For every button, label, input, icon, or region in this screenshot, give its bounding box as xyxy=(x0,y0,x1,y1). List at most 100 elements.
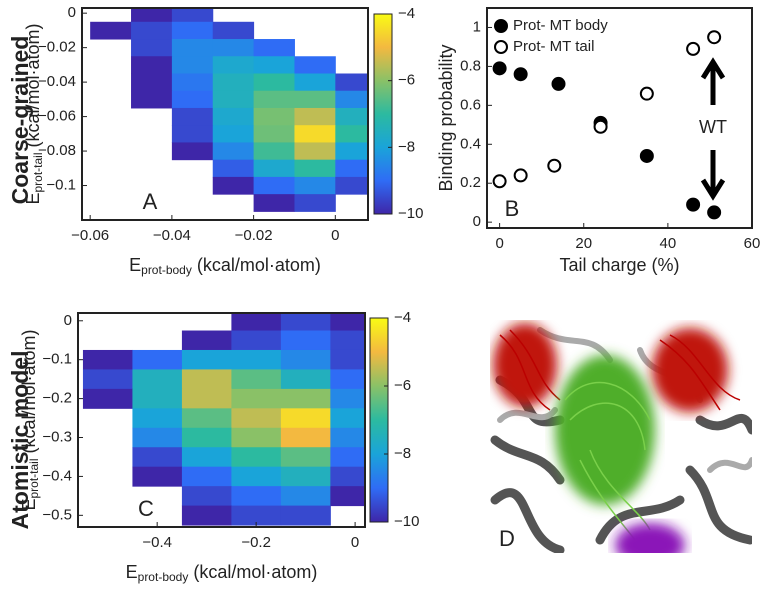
contour-cell xyxy=(335,107,368,126)
contour-cell xyxy=(231,486,282,507)
contour-cell xyxy=(131,8,173,23)
contour-cell xyxy=(132,466,183,487)
y-tick-label: 0.4 xyxy=(460,135,481,152)
colorbar xyxy=(373,13,393,215)
contour-cell xyxy=(212,125,255,143)
scatter-point xyxy=(639,86,654,101)
y-tick-label: −0.04 xyxy=(38,73,76,90)
contour-cell xyxy=(212,90,255,109)
contour-cell xyxy=(212,176,255,195)
contour-cell xyxy=(171,142,214,161)
label-subscript: prot-tail xyxy=(31,152,45,192)
label-symbol: E xyxy=(23,193,43,205)
label-symbol: E xyxy=(126,562,138,582)
scatter-point xyxy=(492,61,507,76)
contour-cell xyxy=(171,73,214,92)
contour-cell xyxy=(181,408,232,429)
contour-cell xyxy=(330,486,365,507)
y-tick-label: −0.1 xyxy=(46,176,76,193)
contour-cell xyxy=(131,73,173,92)
y-tick-label: −0.4 xyxy=(42,467,72,484)
plot-frame xyxy=(77,312,366,528)
x-axis-label: Eprot-body (kcal/mol·atom) xyxy=(129,255,321,277)
scatter-point xyxy=(547,158,562,173)
y-axis-label: Eprot-tail (kcal/mol·atom) xyxy=(19,329,41,510)
label-symbol: E xyxy=(19,499,39,511)
contour-cell xyxy=(253,56,295,74)
legend-label: Prot- MT tail xyxy=(513,38,594,55)
y-tick-label: 0.8 xyxy=(460,57,481,74)
heatmap xyxy=(82,313,365,526)
contour-cell xyxy=(171,125,214,143)
colorbar-tick-label: −10 xyxy=(398,205,423,222)
label-unit: (kcal/mol·atom) xyxy=(188,562,317,582)
contour-cell xyxy=(231,369,282,390)
contour-cell xyxy=(330,330,365,351)
x-tick-label: 20 xyxy=(575,235,592,252)
contour-cell xyxy=(335,159,368,178)
x-tick-label: 0 xyxy=(331,227,339,244)
scatter-point xyxy=(686,197,701,212)
row-label: Atomistic model xyxy=(7,351,33,530)
label-unit: (kcal/mol·atom) xyxy=(192,255,321,275)
colorbar-tick-label: −6 xyxy=(398,72,415,89)
label-subscript: prot-body xyxy=(138,570,189,584)
contour-cell xyxy=(330,447,365,468)
x-axis-label: Eprot-body (kcal/mol·atom) xyxy=(126,562,318,584)
contour-cell xyxy=(231,466,282,487)
contour-cell xyxy=(212,21,255,40)
heatmap xyxy=(90,8,368,212)
contour-cell xyxy=(181,369,232,390)
contour-cell xyxy=(330,369,365,390)
contour-cell xyxy=(231,505,282,526)
plot-frame xyxy=(486,7,753,229)
contour-cell xyxy=(330,313,365,332)
x-tick-label: 0 xyxy=(495,235,503,252)
legend-label: Prot- MT body xyxy=(513,17,608,34)
row-label: Coarse-grained xyxy=(7,36,33,205)
x-axis-label: Tail charge (%) xyxy=(559,255,679,275)
contour-cell xyxy=(294,73,336,92)
contour-cell xyxy=(294,125,336,143)
label-unit: (kcal/mol·atom) xyxy=(19,329,39,458)
contour-cell xyxy=(212,39,255,57)
scatter-point xyxy=(513,168,528,183)
contour-cell xyxy=(294,176,336,195)
contour-cell xyxy=(132,408,183,429)
colorbar-tick-label: −4 xyxy=(398,5,415,22)
contour-cell xyxy=(330,427,365,448)
contour-cell xyxy=(171,56,214,74)
y-tick-label: −0.5 xyxy=(42,506,72,523)
y-tick-label: 0.6 xyxy=(460,96,481,113)
contour-cell xyxy=(253,73,295,92)
contour-cell xyxy=(330,408,365,429)
y-tick-label: −0.02 xyxy=(38,39,76,56)
contour-cell xyxy=(132,447,183,468)
x-tick-label: 0 xyxy=(351,534,359,551)
scatter-point xyxy=(639,148,654,163)
x-tick-label: −0.06 xyxy=(71,227,109,244)
x-tick-label: −0.4 xyxy=(142,534,172,551)
contour-cell xyxy=(171,39,214,57)
y-tick-label: 0 xyxy=(68,4,76,21)
x-tick-label: 40 xyxy=(660,235,677,252)
contour-cell xyxy=(171,90,214,109)
contour-cell xyxy=(280,388,331,409)
y-tick-label: −0.06 xyxy=(38,108,76,125)
contour-cell xyxy=(280,486,331,507)
contour-cell xyxy=(132,427,183,448)
contour-cell xyxy=(294,194,336,212)
contour-cell xyxy=(131,56,173,74)
contour-cell xyxy=(132,349,183,370)
contour-cell xyxy=(280,313,331,332)
contour-cell xyxy=(212,107,255,126)
contour-cell xyxy=(330,388,365,409)
contour-cell xyxy=(181,447,232,468)
colorbar xyxy=(369,317,389,523)
scatter-point xyxy=(707,30,722,45)
panel-label: B xyxy=(505,196,520,221)
colorbar-tick-label: −6 xyxy=(394,377,411,394)
contour-cell xyxy=(280,466,331,487)
contour-cell xyxy=(280,369,331,390)
contour-cell xyxy=(212,159,255,178)
